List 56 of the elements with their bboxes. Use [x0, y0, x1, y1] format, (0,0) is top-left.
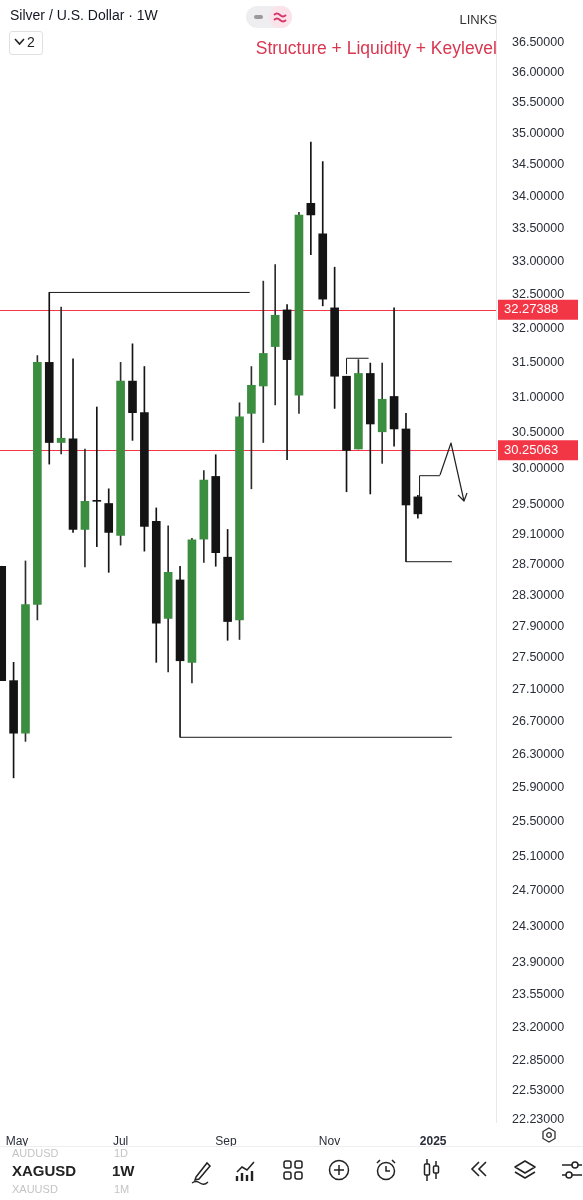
y-tick-label: 25.90000	[512, 780, 565, 795]
y-tick-label: 34.50000	[512, 157, 565, 172]
y-tick-label: 30.00000	[512, 460, 565, 475]
candlestick	[270, 264, 280, 406]
y-tick-label: 36.00000	[512, 64, 565, 79]
ref-line-label: 32.27388	[504, 301, 559, 317]
annotation: 2	[27, 34, 35, 50]
y-tick-label: 24.70000	[512, 883, 565, 898]
candlestick	[306, 141, 316, 256]
y-tick-label: 22.23000	[512, 1112, 565, 1127]
y-tick-label: 26.30000	[512, 747, 565, 762]
x-tick-label: Nov	[318, 1133, 341, 1148]
y-tick-label: 25.10000	[512, 848, 565, 863]
chart-title: Silver / U.S. Dollar · 1W	[10, 7, 158, 23]
y-tick-label: 26.70000	[512, 714, 565, 729]
y-tick-label: 31.50000	[512, 354, 565, 369]
text: 1D	[114, 1147, 129, 1159]
candlestick	[80, 448, 90, 568]
candlestick	[389, 307, 399, 447]
text: XAUUSD	[12, 1183, 58, 1195]
y-tick-label: 35.00000	[512, 125, 565, 140]
annotation: Structure + Liquidity + Keylevel	[255, 38, 497, 59]
y-tick-label: 27.90000	[512, 618, 565, 633]
y-tick-label: 29.10000	[512, 527, 565, 542]
y-tick-label: 23.90000	[512, 955, 565, 970]
text: 1W	[112, 1162, 135, 1179]
y-tick-label: 33.50000	[512, 221, 565, 236]
y-tick-label: 30.50000	[512, 424, 565, 439]
y-tick-label: 24.30000	[512, 918, 565, 933]
y-tick-label: 32.00000	[512, 320, 565, 335]
x-tick-label: Jul	[112, 1133, 129, 1148]
y-tick-label: 28.30000	[512, 587, 565, 602]
y-tick-label: 31.00000	[512, 389, 565, 404]
y-tick-label: 28.70000	[512, 557, 565, 572]
y-tick-label: 29.50000	[512, 497, 565, 512]
y-tick-label: 36.50000	[512, 34, 565, 49]
y-tick-label: 23.20000	[512, 1019, 565, 1034]
text: XAGUSD	[12, 1162, 77, 1179]
y-tick-label: 22.85000	[512, 1052, 565, 1067]
y-tick-label: 27.50000	[512, 650, 565, 665]
annotation: LINKS	[459, 12, 497, 27]
ref-line-label: 30.25063	[504, 441, 559, 457]
y-tick-label: 33.00000	[512, 253, 565, 268]
y-tick-label: 34.00000	[512, 188, 565, 203]
y-tick-label: 25.50000	[512, 814, 565, 829]
y-tick-label: 23.55000	[512, 987, 565, 1002]
y-tick-label: 32.50000	[512, 286, 565, 301]
candlestick	[258, 280, 268, 443]
candlestick	[56, 306, 66, 455]
y-tick-label: 22.53000	[512, 1083, 565, 1098]
text: AUDUSD	[12, 1147, 59, 1159]
x-tick-label: 2025	[419, 1133, 447, 1148]
y-tick-label: 35.50000	[512, 94, 565, 109]
candlestick	[92, 406, 102, 547]
y-tick-label: 27.10000	[512, 681, 565, 696]
text: 1M	[114, 1183, 130, 1195]
